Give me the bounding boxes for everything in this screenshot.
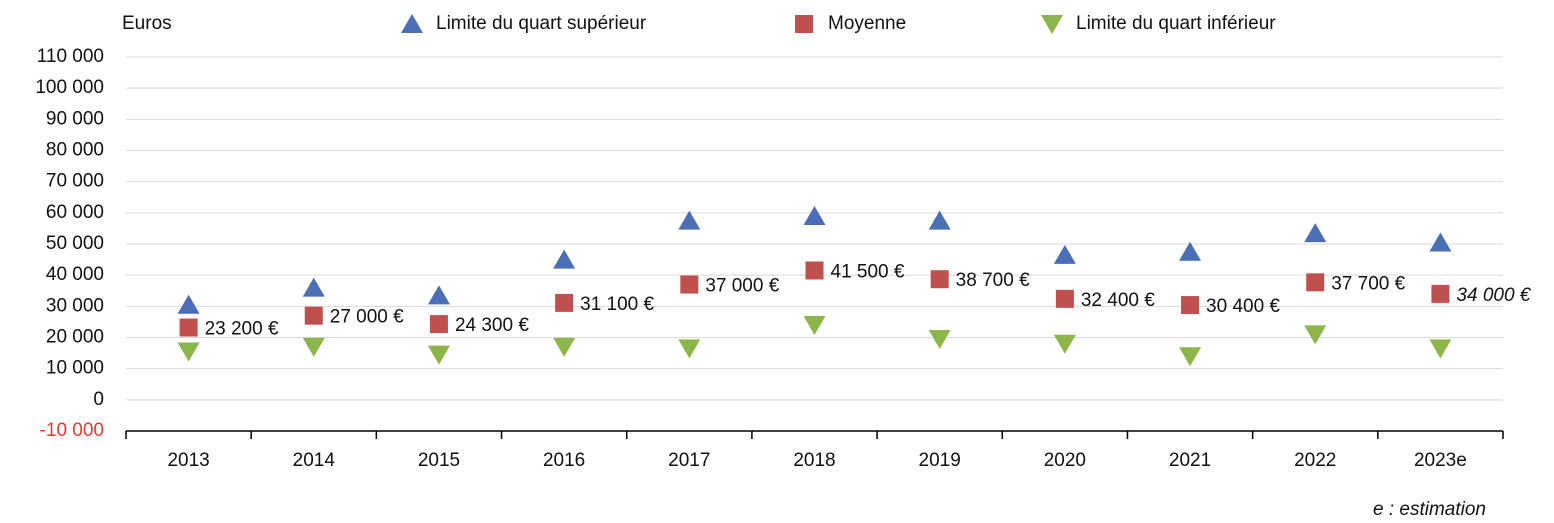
legend-label: Moyenne: [828, 13, 906, 34]
point: [928, 210, 951, 230]
x-tick-label: 2016: [543, 450, 585, 471]
x-tick-label: 2014: [293, 450, 336, 471]
x-tick-label: 2021: [1169, 450, 1211, 471]
point: [1181, 296, 1200, 315]
point: [427, 345, 450, 365]
y-tick-label: 110 000: [37, 46, 104, 67]
point: [302, 337, 325, 357]
y-tick-label: 100 000: [35, 77, 104, 98]
point: [1053, 334, 1076, 354]
point: [805, 261, 824, 280]
x-tick-label: 2022: [1294, 450, 1336, 471]
x-tick-label: 2019: [919, 450, 961, 471]
y-tick-label: 90 000: [46, 108, 104, 129]
point: [1179, 347, 1202, 367]
data-label: 38 700 €: [956, 270, 1030, 291]
point: [555, 293, 574, 312]
point: [177, 294, 200, 314]
point: [930, 270, 949, 289]
data-label: 34 000 €: [1456, 285, 1531, 306]
y-tick-label: 10 000: [46, 358, 104, 379]
point: [1053, 244, 1076, 264]
y-tick-label: 0: [93, 389, 104, 410]
data-label: 37 700 €: [1331, 273, 1405, 294]
point: [553, 337, 576, 357]
point: [1304, 223, 1327, 243]
point: [304, 306, 323, 325]
point: [1055, 289, 1074, 308]
point: [302, 277, 325, 297]
legend-label: Limite du quart supérieur: [436, 13, 647, 34]
data-label: 27 000 €: [330, 307, 404, 328]
y-tick-label: 80 000: [46, 140, 104, 161]
x-tick-label: 2023e: [1414, 450, 1467, 471]
legend-marker: [1041, 15, 1063, 34]
point: [179, 318, 198, 337]
y-tick-label: 60 000: [46, 202, 104, 223]
y-tick-label: 30 000: [46, 295, 104, 316]
x-tick-label: 2020: [1044, 450, 1086, 471]
point: [803, 205, 826, 225]
y-tick-label: 20 000: [46, 327, 104, 348]
point: [1429, 339, 1452, 359]
point: [928, 330, 951, 350]
point: [1179, 241, 1202, 261]
y-tick-label: 50 000: [46, 233, 104, 254]
point: [1431, 284, 1450, 303]
data-label: 30 400 €: [1206, 296, 1280, 317]
data-label: 32 400 €: [1081, 290, 1155, 311]
y-tick-label: -10 000: [40, 420, 104, 441]
data-label: 31 100 €: [580, 294, 654, 315]
point: [678, 210, 701, 230]
footnote: e : estimation: [1373, 499, 1486, 520]
x-tick-label: 2017: [668, 450, 710, 471]
x-tick-label: 2013: [167, 450, 209, 471]
point: [427, 285, 450, 305]
data-label: 24 300 €: [455, 315, 529, 336]
legend-label: Limite du quart inférieur: [1076, 13, 1276, 34]
point: [803, 316, 826, 336]
x-tick-label: 2018: [793, 450, 835, 471]
legend-marker: [401, 14, 423, 33]
point: [429, 315, 448, 334]
data-label: 23 200 €: [205, 319, 279, 340]
point: [553, 249, 576, 269]
data-label: 37 000 €: [705, 276, 779, 297]
y-tick-label: 40 000: [46, 264, 104, 285]
point: [1306, 273, 1325, 292]
point: [1429, 232, 1452, 252]
y-tick-label: 70 000: [46, 171, 104, 192]
point: [177, 342, 200, 362]
point: [680, 275, 699, 294]
y-axis-label: Euros: [122, 13, 172, 34]
legend-marker: [795, 15, 813, 33]
data-label: 41 500 €: [831, 262, 905, 283]
x-tick-label: 2015: [418, 450, 460, 471]
point: [678, 339, 701, 359]
point: [1304, 325, 1327, 345]
